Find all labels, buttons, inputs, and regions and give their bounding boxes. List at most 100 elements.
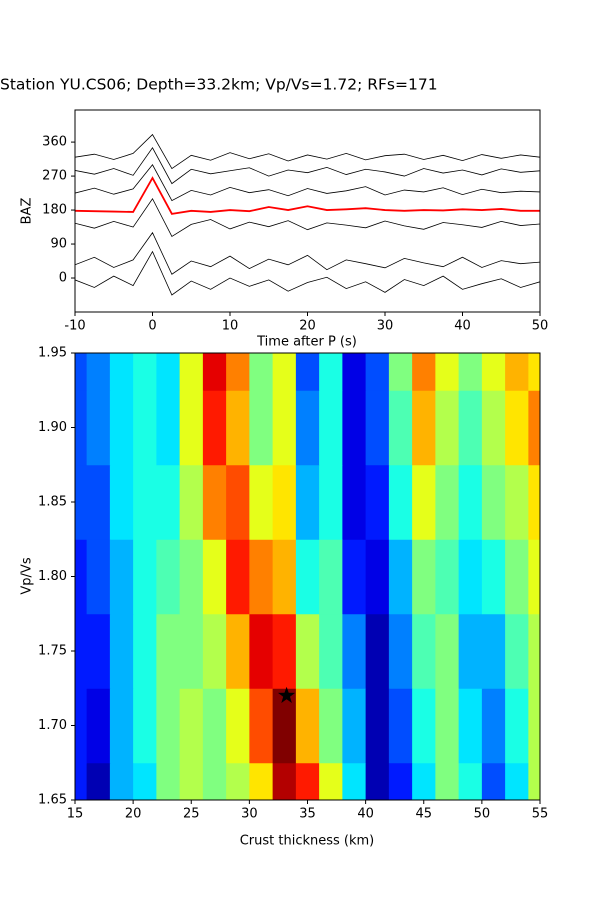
heat-cell [226, 353, 250, 391]
heat-cell [133, 613, 157, 689]
x-tick-label: 15 [67, 807, 84, 822]
y-tick-label: 360 [42, 135, 67, 150]
heat-cell [435, 688, 460, 764]
heat-cell [202, 353, 227, 391]
heat-cell [342, 353, 367, 391]
heat-cell [342, 762, 367, 800]
heat-cell [249, 390, 274, 466]
heat-cell [388, 688, 413, 764]
y-tick-label: 1.75 [38, 644, 67, 659]
x-tick-label: 35 [299, 807, 316, 822]
x-tick-label: 50 [532, 319, 549, 334]
x-axis-label: Time after P (s) [256, 335, 357, 350]
heat-cell [179, 464, 204, 540]
heat-cell [86, 688, 111, 764]
heat-cell [319, 464, 343, 540]
heat-cell [202, 539, 227, 615]
trace [75, 176, 540, 215]
heat-cell [481, 613, 506, 689]
y-axis-label: BAZ [20, 198, 35, 225]
heat-cell [86, 613, 111, 689]
heat-cell [75, 390, 88, 466]
heat-cell [133, 539, 157, 615]
heat-cell [202, 390, 227, 466]
heat-cell [226, 762, 250, 800]
heat-cell [86, 390, 111, 466]
heat-cell [412, 390, 436, 466]
heat-cell [412, 613, 436, 689]
heat-cell [412, 353, 436, 391]
heat-cell [295, 390, 320, 466]
heat-cell [86, 539, 111, 615]
heat-cell [342, 539, 367, 615]
y-tick-label: 270 [42, 169, 67, 184]
heat-cell [319, 762, 343, 800]
heat-cell [505, 390, 529, 466]
y-tick-label: 1.70 [38, 718, 67, 733]
heat-cell [133, 390, 157, 466]
heat-cell [528, 390, 540, 466]
heat-cell [86, 464, 111, 540]
heat-cell [388, 762, 413, 800]
heat-cell [458, 464, 483, 540]
heat-cell [156, 353, 181, 391]
heat-cell [249, 762, 274, 800]
heat-cell [202, 613, 227, 689]
x-tick-label: 30 [377, 319, 394, 334]
heat-cell [412, 464, 436, 540]
heat-cell [342, 688, 367, 764]
heat-cell [435, 762, 460, 800]
heat-cell [412, 688, 436, 764]
heat-cell [528, 464, 540, 540]
heat-cell [528, 688, 540, 764]
heat-cell [86, 762, 111, 800]
heat-cell [319, 539, 343, 615]
heat-cell [226, 464, 250, 540]
heat-cell [481, 390, 506, 466]
heat-cell [365, 613, 390, 689]
heat-cell [179, 762, 204, 800]
heat-cell [133, 688, 157, 764]
heat-cell [295, 688, 320, 764]
heat-cell [272, 613, 297, 689]
heat-cell [75, 762, 88, 800]
heat-cell [179, 390, 204, 466]
heat-cell [435, 539, 460, 615]
heat-cell [295, 762, 320, 800]
heat-cell [365, 353, 390, 391]
heat-cell [388, 613, 413, 689]
heat-cell [481, 539, 506, 615]
heat-cell [505, 613, 529, 689]
heat-cell [249, 688, 274, 764]
heat-cell [412, 539, 436, 615]
heat-cell [75, 688, 88, 764]
heat-cell [156, 613, 181, 689]
heat-cell [295, 464, 320, 540]
heat-cell [319, 390, 343, 466]
heat-cell [505, 539, 529, 615]
heat-cell [505, 688, 529, 764]
heat-cell [458, 390, 483, 466]
heat-cell [528, 353, 540, 391]
heat-cell [458, 688, 483, 764]
heat-cell [272, 390, 297, 466]
heat-cell [481, 762, 506, 800]
trace [75, 197, 540, 238]
heat-cell [109, 390, 134, 466]
heat-cell [202, 464, 227, 540]
heat-cell [435, 464, 460, 540]
heat-cell [179, 353, 204, 391]
plot-frame [74, 352, 541, 801]
trace [75, 146, 540, 185]
heat-cell [109, 613, 134, 689]
heat-cell [156, 762, 181, 800]
x-tick-label: -10 [64, 319, 85, 334]
heat-cell [156, 390, 181, 466]
heat-cell [75, 613, 88, 689]
heat-cell [295, 353, 320, 391]
heat-cell [458, 539, 483, 615]
x-tick-label: 40 [454, 319, 471, 334]
heat-cell [179, 688, 204, 764]
heat-cell [156, 464, 181, 540]
